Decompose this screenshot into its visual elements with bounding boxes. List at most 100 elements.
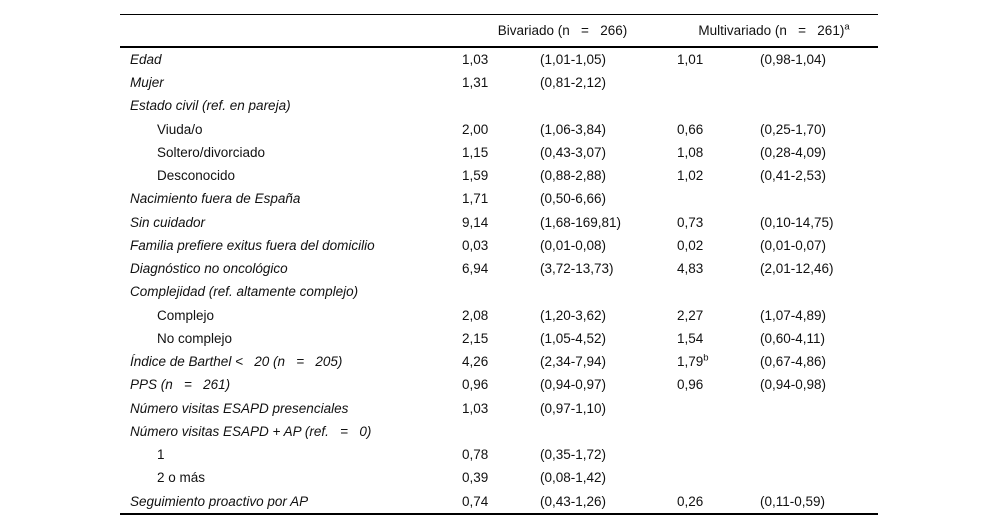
multivariate-ci-value: (1,07-4,89) [755, 308, 878, 323]
bivariate-ci-value: (1,06-3,84) [535, 122, 670, 137]
multivariate-header-footnote-marker: a [844, 21, 850, 33]
multivariate-ci-value-text: (0,98-1,04) [760, 51, 827, 67]
multivariate-ci-value-text: (0,28-4,09) [760, 144, 827, 160]
bivariate-or-value: 2,15 [455, 332, 535, 346]
bivariate-or-value-text: 0,39 [462, 470, 489, 486]
table-bottom-rule [120, 513, 878, 515]
bivariate-ci-value: (1,20-3,62) [535, 307, 670, 323]
bivariate-or-value-text: 0,96 [462, 377, 489, 393]
row-label-text: No complejo [157, 330, 233, 346]
bivariate-ci-value-text: (0,97-1,10) [540, 400, 607, 416]
row-label-text: Desconocido [157, 168, 236, 184]
multivariate-or-value-text: 0,26 [677, 493, 704, 509]
table-row: Estado civil (ref. en pareja) [120, 95, 878, 118]
bivariate-or-value: 1,03 [455, 401, 535, 416]
multivariate-or-value-text: 0,02 [677, 237, 704, 253]
multivariate-or-value: 1,08 [670, 146, 755, 160]
row-label-text: Complejidad (ref. altamente complejo) [130, 284, 359, 300]
bivariate-ci-value: (2,34-7,94) [535, 355, 670, 369]
bivariate-or-value: 1,15 [455, 146, 535, 160]
row-label-text: Seguimiento proactivo por AP [130, 493, 309, 509]
row-label: Desconocido [120, 169, 455, 183]
table-body: Edad 1,03 (1,01-1,05) 1,01 (0,98-1,04) Mujer 1… [120, 48, 878, 513]
table-row: Familia prefiere exitus fuera del domici… [120, 234, 878, 257]
row-label-text: Complejo [157, 307, 215, 323]
multivariate-or-value-text: 0,66 [677, 121, 704, 137]
bivariate-ci-value-text: (0,01-0,08) [540, 237, 607, 253]
bivariate-ci-value: (3,72-13,73) [535, 262, 670, 276]
bivariate-ci-value: (0,35-1,72) [535, 448, 670, 462]
row-label-text: Edad [130, 51, 162, 67]
bivariate-or-value: 2,08 [455, 308, 535, 323]
bivariate-or-value: 1,59 [455, 169, 535, 183]
bivariate-or-value-text: 0,03 [462, 237, 489, 253]
table-row: Viuda/o 2,00 (1,06-3,84) 0,66 (0,25-1,70) [120, 118, 878, 141]
table-row: Número visitas ESAPD presenciales 1,03 (0,… [120, 397, 878, 420]
multivariate-or-value-text: 2,27 [677, 307, 704, 323]
multivariate-or-value: 0,02 [670, 239, 755, 253]
row-label: Familia prefiere exitus fuera del domici… [120, 239, 455, 253]
bivariate-ci-value: (0,81-2,12) [535, 76, 670, 90]
table-row: Nacimiento fuera de España 1,71 (0,50-6,66… [120, 188, 878, 211]
multivariate-or-value-text: 1,79 [677, 354, 704, 370]
multivariate-or-value: 0,66 [670, 121, 755, 137]
row-label: Estado civil (ref. en pareja) [120, 99, 455, 113]
row-label: Viuda/o [120, 122, 455, 137]
bivariate-ci-value: (0,50-6,66) [535, 192, 670, 206]
bivariate-ci-value-text: (0,94-0,97) [540, 377, 607, 393]
bivariate-or-value-text: 9,14 [462, 214, 489, 230]
multivariate-or-value-text: 4,83 [677, 261, 704, 277]
bivariate-ci-value-text: (1,05-4,52) [540, 330, 607, 346]
multivariate-ci-value: (0,25-1,70) [755, 122, 878, 137]
row-label-text: Mujer [130, 75, 164, 91]
bivariate-or-value: 0,03 [455, 239, 535, 253]
row-label: Diagnóstico no oncológico [120, 262, 455, 276]
bivariate-ci-value-text: (2,34-7,94) [540, 354, 607, 370]
row-label-text: 2 o más [157, 470, 206, 486]
footnote-marker: b [703, 352, 709, 364]
multivariate-ci-value-text: (0,60-4,11) [760, 330, 826, 346]
bivariate-column-header: Bivariado (n = 266) [455, 24, 670, 38]
multivariate-ci-value-text: (0,67-4,86) [760, 354, 827, 370]
bivariate-or-value: 4,26 [455, 355, 535, 369]
bivariate-ci-value: (0,01-0,08) [535, 239, 670, 253]
bivariate-or-value: 2,00 [455, 122, 535, 137]
bivariate-ci-value-text: (1,20-3,62) [540, 307, 607, 323]
bivariate-ci-value-text: (0,88-2,88) [540, 168, 607, 184]
multivariate-or-value: 2,27 [670, 307, 755, 323]
bivariate-ci-value: (0,88-2,88) [535, 169, 670, 183]
row-label: 2 o más [120, 471, 455, 485]
multivariate-ci-value: (0,11-0,59) [755, 494, 878, 509]
table-row: 2 o más 0,39 (0,08-1,42) [120, 467, 878, 490]
bivariate-or-value-text: 1,59 [462, 168, 489, 184]
multivariate-ci-value: (0,94-0,98) [755, 378, 878, 392]
multivariate-ci-value-text: (0,10-14,75) [760, 214, 834, 230]
multivariate-ci-value: (2,01-12,46) [755, 262, 878, 276]
multivariate-or-value-text: 1,01 [677, 51, 704, 67]
multivariate-or-value: 0,96 [670, 378, 755, 392]
table-top-rule [120, 14, 878, 15]
table-row: Mujer 1,31 (0,81-2,12) [120, 71, 878, 94]
multivariate-ci-value: (0,60-4,11) [755, 332, 878, 346]
table-row: 1 0,78 (0,35-1,72) [120, 443, 878, 466]
bivariate-or-value: 0,74 [455, 494, 535, 509]
multivariate-ci-value: (0,01-0,07) [755, 239, 878, 253]
table-header-row: Bivariado (n = 266) Multivariado (n = 26… [120, 15, 878, 46]
row-label-text: Número visitas ESAPD presenciales [130, 400, 349, 416]
bivariate-or-value: 0,78 [455, 448, 535, 462]
bivariate-or-value: 0,39 [455, 471, 535, 485]
row-label-text: Estado civil (ref. en pareja) [130, 98, 291, 114]
bivariate-ci-value: (0,43-1,26) [535, 494, 670, 509]
multivariate-ci-value-text: (0,01-0,07) [760, 237, 827, 253]
row-label-text: Índice de Barthel < 20 (n = 205) [130, 354, 343, 370]
bivariate-or-value: 9,14 [455, 214, 535, 230]
bivariate-or-value: 1,03 [455, 53, 535, 67]
bivariate-or-value-text: 1,15 [462, 144, 489, 160]
bivariate-ci-value: (1,01-1,05) [535, 53, 670, 67]
row-label: Complejidad (ref. altamente complejo) [120, 285, 455, 299]
row-label: Sin cuidador [120, 214, 455, 230]
row-label-text: Sin cuidador [130, 214, 206, 230]
multivariate-or-value-text: 0,96 [677, 377, 704, 393]
row-label: Número visitas ESAPD + AP (ref. = 0) [120, 425, 455, 439]
bivariate-or-value-text: 4,26 [462, 354, 489, 370]
